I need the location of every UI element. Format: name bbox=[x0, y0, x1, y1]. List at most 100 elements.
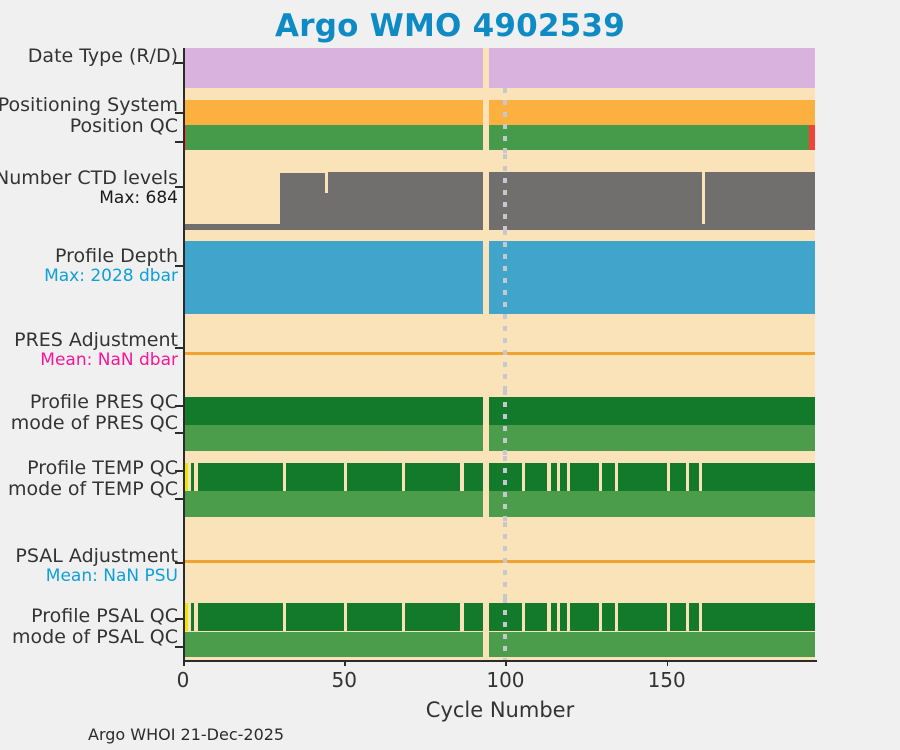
panel-axis-line bbox=[183, 230, 185, 314]
panel-psal-adjustment[interactable] bbox=[183, 522, 815, 598]
profile-psal-qc-flag bbox=[183, 602, 188, 631]
panel-profile-pres-qc[interactable] bbox=[183, 390, 815, 456]
reference-line-cycle-100 bbox=[503, 598, 508, 660]
profile-psal-qc-band bbox=[286, 602, 345, 631]
profile-temp-qc-band bbox=[669, 462, 686, 491]
profile-temp-qc-band bbox=[347, 462, 403, 491]
track-positioning-system bbox=[183, 88, 815, 154]
reference-line-cycle-100 bbox=[503, 314, 508, 390]
x-tick-150 bbox=[666, 660, 669, 666]
x-tick-label-100: 100 bbox=[486, 668, 525, 692]
profile-psal-qc-band bbox=[702, 602, 815, 631]
mode-psal-qc-band bbox=[183, 632, 483, 657]
profile-psal-qc-band bbox=[463, 602, 483, 631]
profile-temp-qc-band bbox=[191, 462, 195, 491]
profile-psal-qc-band bbox=[197, 602, 283, 631]
mode-temp-qc-band bbox=[183, 490, 483, 518]
ylabel-profile-temp-qc-text: Profile TEMP QC bbox=[27, 457, 178, 479]
profile-psal-qc-band bbox=[669, 602, 686, 631]
panel-profile-depth[interactable] bbox=[183, 230, 815, 314]
profile-psal-qc-band bbox=[405, 602, 461, 631]
x-tick-label-50: 50 bbox=[331, 668, 357, 692]
ylabel-date-type: Date Type (R/D) bbox=[27, 45, 178, 67]
profile-temp-qc-band bbox=[689, 462, 699, 491]
ylabel-position-qc-text: Position QC bbox=[69, 115, 178, 138]
ylabel-date-type-text: Date Type (R/D) bbox=[27, 45, 178, 67]
ylabel-profile-depth-text: Profile Depth bbox=[55, 245, 178, 267]
y-tick-pres-adjustment bbox=[175, 347, 183, 349]
profile-temp-qc-band bbox=[197, 462, 283, 491]
y-tick-profile-psal-qc bbox=[175, 618, 183, 620]
ylabel-profile-depth: Profile Depth Max: 2028 dbar bbox=[44, 245, 178, 287]
profile-temp-qc-band bbox=[560, 462, 567, 491]
mode-temp-qc-band bbox=[489, 490, 815, 518]
panel-profile-psal-qc[interactable] bbox=[183, 598, 815, 660]
panel-axis-line bbox=[183, 154, 185, 230]
ylabel-profile-psal-qc: Profile PSAL QC mode of PSAL QC bbox=[12, 605, 178, 649]
positioning-system-band bbox=[489, 99, 815, 125]
x-tick-label-0: 0 bbox=[176, 668, 190, 692]
profile-pres-qc-band bbox=[183, 396, 483, 425]
page-title: Argo WMO 4902539 bbox=[275, 8, 625, 44]
ylabel-max-profile-depth: Max: 2028 dbar bbox=[44, 266, 178, 287]
panel-positioning-system[interactable] bbox=[183, 88, 815, 154]
reference-line-cycle-100 bbox=[503, 390, 508, 456]
y-tick-position-qc bbox=[175, 141, 183, 143]
panel-axis-line bbox=[183, 522, 185, 598]
ctd-levels-bar bbox=[324, 192, 329, 230]
reference-line-cycle-100 bbox=[503, 88, 508, 154]
profile-temp-qc-flag bbox=[183, 462, 188, 491]
panel-date-type[interactable] bbox=[183, 48, 815, 88]
x-tick-label-150: 150 bbox=[647, 668, 686, 692]
profile-temp-qc-band bbox=[569, 462, 599, 491]
panel-pres-adjustment[interactable] bbox=[183, 314, 815, 390]
y-tick-positioning-system bbox=[175, 112, 183, 114]
ylabel-mode-pres-qc-text: mode of PRES QC bbox=[10, 412, 178, 435]
ylabel-profile-temp-qc: Profile TEMP QC mode of TEMP QC bbox=[8, 457, 178, 501]
track-psal-adjustment bbox=[183, 522, 815, 598]
x-tick-100 bbox=[505, 660, 507, 666]
track-profile-depth bbox=[183, 230, 815, 314]
track-profile-temp-qc bbox=[183, 456, 815, 522]
profile-temp-qc-band bbox=[550, 462, 558, 491]
y-tick-date-type bbox=[175, 62, 183, 64]
track-number-ctd-levels bbox=[183, 154, 815, 230]
position-qc-flag bbox=[183, 124, 187, 151]
ctd-levels-bar bbox=[489, 172, 703, 230]
y-tick-psal-adjustment bbox=[175, 562, 183, 564]
psal-adjustment-line bbox=[183, 560, 815, 563]
y-tick-mode-pres-qc bbox=[175, 432, 183, 434]
profile-temp-qc-band bbox=[602, 462, 616, 491]
profile-psal-qc-band bbox=[524, 602, 548, 631]
ylabel-max-ctd-levels: Max: 684 bbox=[99, 188, 178, 209]
ylabel-mode-psal-qc-text: mode of PSAL QC bbox=[12, 626, 178, 649]
ylabel-mode-temp-qc-text: mode of TEMP QC bbox=[8, 478, 178, 501]
ylabel-pres-adjustment-text: PRES Adjustment bbox=[14, 329, 178, 351]
y-tick-profile-temp-qc bbox=[175, 470, 183, 472]
ctd-levels-bar bbox=[705, 171, 815, 230]
ylabel-positioning-system-text: Positioning System bbox=[0, 94, 178, 116]
ylabel-mean-psal-adjustment: Mean: NaN PSU bbox=[45, 566, 178, 587]
position-qc-flag bbox=[808, 124, 815, 151]
mode-psal-qc-band bbox=[489, 632, 815, 657]
position-qc-band bbox=[489, 124, 809, 151]
profile-psal-qc-band bbox=[689, 602, 699, 631]
profile-pres-qc-band bbox=[489, 396, 815, 425]
ylabel-pres-adjustment: PRES Adjustment Mean: NaN dbar bbox=[14, 329, 178, 370]
mode-pres-qc-band bbox=[489, 424, 815, 452]
ylabel-psal-adjustment-text: PSAL Adjustment bbox=[15, 545, 178, 567]
track-pres-adjustment bbox=[183, 314, 815, 390]
profile-psal-qc-band bbox=[602, 602, 616, 631]
y-tick-profile-pres-qc bbox=[175, 405, 183, 407]
ylabel-psal-adjustment: PSAL Adjustment Mean: NaN PSU bbox=[15, 545, 178, 587]
profile-psal-qc-band bbox=[347, 602, 403, 631]
profile-temp-qc-band bbox=[286, 462, 345, 491]
panel-profile-temp-qc[interactable] bbox=[183, 456, 815, 522]
panel-axis-line bbox=[183, 314, 185, 390]
plot-area bbox=[183, 48, 815, 660]
date-type-band bbox=[489, 48, 815, 88]
panel-axis-line bbox=[183, 390, 185, 456]
ylabel-profile-pres-qc: Profile PRES QC mode of PRES QC bbox=[10, 391, 178, 435]
y-axis-labels: Date Type (R/D) Positioning System Posit… bbox=[0, 0, 183, 750]
panel-number-ctd-levels[interactable] bbox=[183, 154, 815, 230]
